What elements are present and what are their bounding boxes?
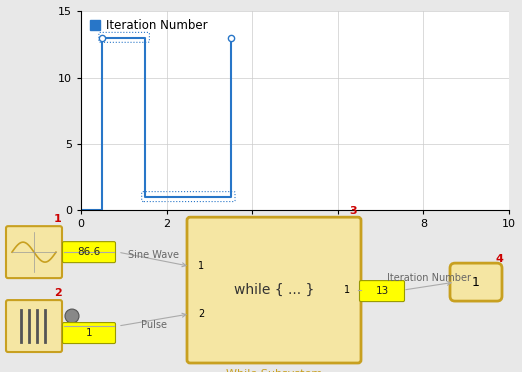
- FancyBboxPatch shape: [63, 242, 115, 263]
- Text: While Subsystem: While Subsystem: [226, 369, 322, 372]
- Text: 13: 13: [375, 286, 388, 296]
- Text: 1: 1: [344, 285, 350, 295]
- Text: while { ... }: while { ... }: [234, 283, 314, 297]
- FancyBboxPatch shape: [450, 263, 502, 301]
- FancyBboxPatch shape: [6, 300, 62, 352]
- Text: 1: 1: [86, 328, 92, 338]
- Text: 86.6: 86.6: [77, 247, 101, 257]
- Text: 1: 1: [472, 276, 480, 289]
- Text: 1: 1: [54, 214, 62, 224]
- FancyBboxPatch shape: [187, 217, 361, 363]
- Text: 4: 4: [495, 254, 503, 264]
- FancyBboxPatch shape: [63, 323, 115, 343]
- Text: 2: 2: [54, 288, 62, 298]
- Text: Sine Wave: Sine Wave: [128, 250, 180, 260]
- Legend: Iteration Number: Iteration Number: [87, 17, 210, 35]
- FancyBboxPatch shape: [360, 280, 405, 302]
- Text: Iteration Number: Iteration Number: [387, 273, 471, 283]
- Text: 2: 2: [198, 309, 204, 319]
- Text: 3: 3: [349, 206, 357, 216]
- Circle shape: [65, 309, 79, 323]
- Text: Pulse: Pulse: [141, 320, 167, 330]
- FancyBboxPatch shape: [6, 226, 62, 278]
- Text: 1: 1: [198, 261, 204, 271]
